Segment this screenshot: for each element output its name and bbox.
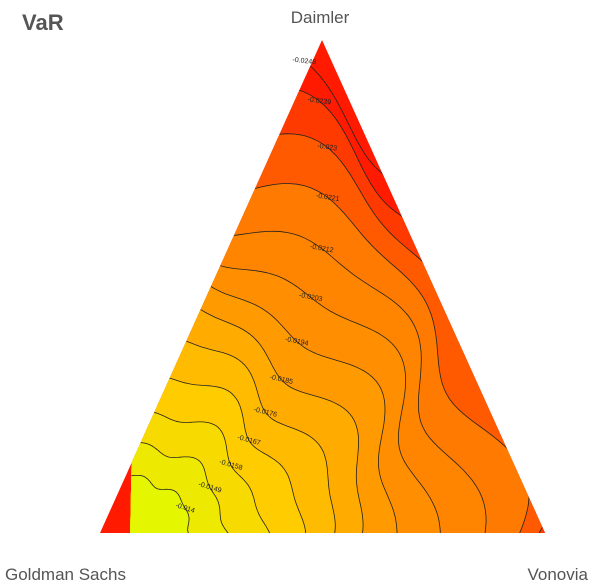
contour-label: -0.0212 — [309, 243, 334, 254]
contour-label: -0.0248 — [292, 57, 316, 66]
contour-line — [131, 441, 235, 533]
contour-line — [132, 411, 273, 533]
contour-label: -0.023 — [317, 143, 338, 153]
contour-label: -0.0194 — [284, 336, 309, 348]
corner-label: Daimler — [291, 8, 350, 27]
contour-label: -0.0239 — [307, 97, 332, 107]
corner-label: Vonovia — [528, 565, 589, 584]
band — [130, 526, 143, 533]
corner-label: Goldman Sachs — [5, 565, 126, 584]
chart-title: VaR — [22, 10, 64, 35]
band — [130, 475, 194, 533]
contour-line — [131, 475, 195, 533]
contour-line — [133, 334, 336, 533]
contour-label: -0.0203 — [298, 292, 323, 303]
contour-line — [133, 375, 307, 533]
contour-label: -0.0221 — [315, 193, 340, 204]
